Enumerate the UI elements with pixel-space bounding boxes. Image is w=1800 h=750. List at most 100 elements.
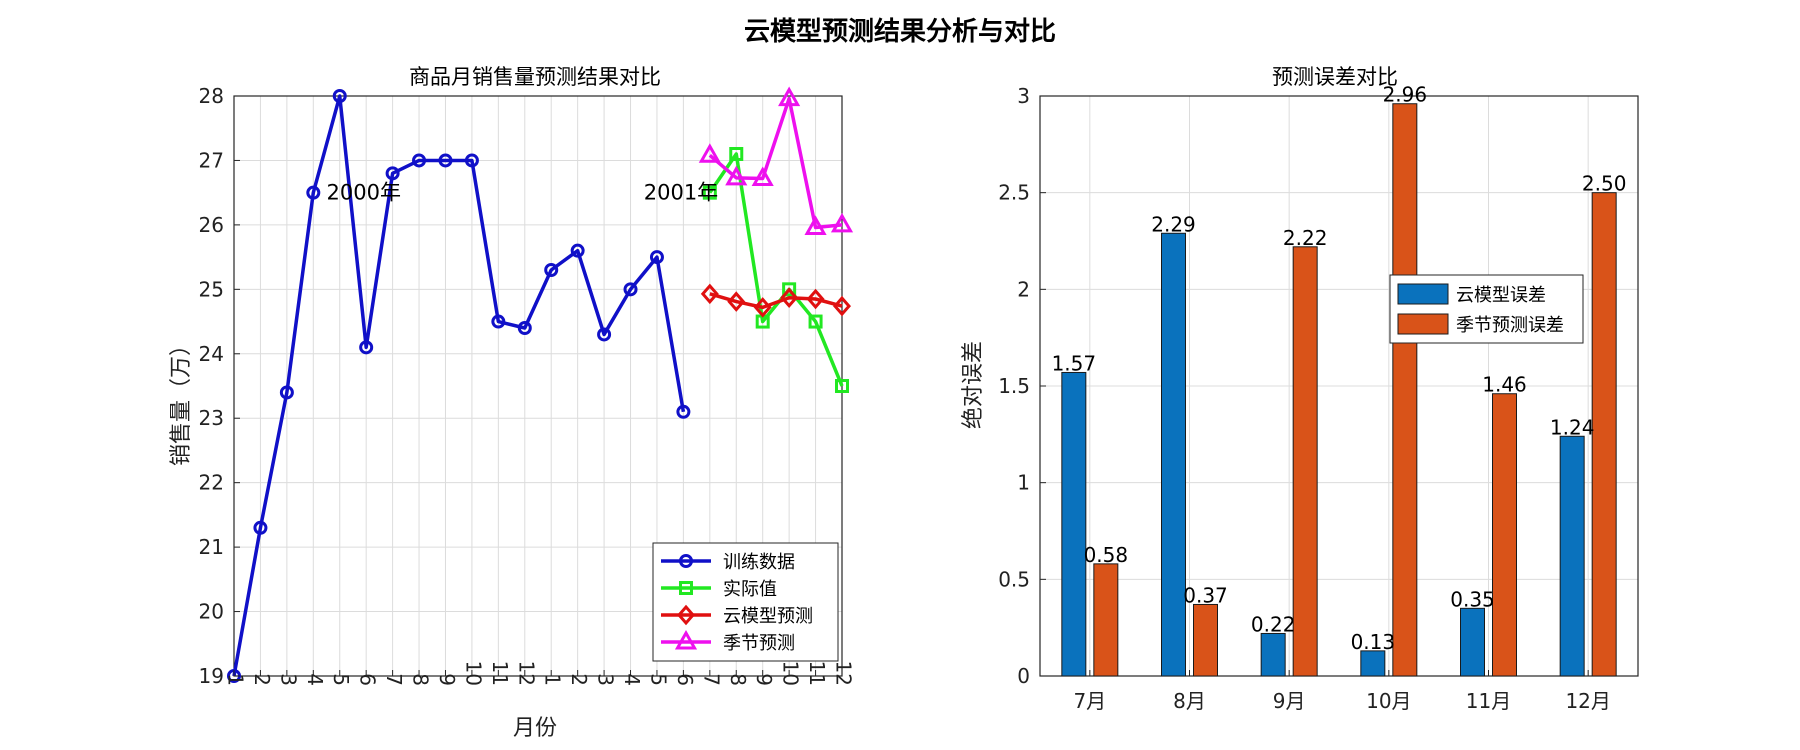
line-chart-xtick-label: 2: [567, 673, 591, 686]
legend-marker-swatch: [679, 554, 693, 568]
line-chart-xtick-label: 9: [435, 673, 459, 686]
bar-series-2-bar: [1591, 192, 1617, 677]
line-series-1-point: [306, 185, 321, 200]
bar-chart-ylabel: 绝对误差: [961, 341, 986, 429]
line-chart-ytick-label: 19: [199, 664, 224, 688]
bar-series-1-bar: [1559, 435, 1585, 677]
line-series-2: [708, 152, 844, 387]
legend-bar-swatch: [1397, 283, 1449, 305]
line-chart-series: [227, 86, 854, 683]
line-chart-ytick-label: 26: [199, 213, 224, 237]
line-series-3-point: [806, 288, 825, 310]
legend-entry-label: 训练数据: [723, 552, 795, 573]
line-chart-ytick-label: 24: [199, 342, 224, 366]
line-chart-xtick-label: 2: [250, 673, 274, 686]
legend-entry-label: 季节预测误差: [1456, 315, 1564, 336]
line-series-4-point: [751, 166, 774, 186]
bar-chart-title: 预测误差对比: [1272, 65, 1398, 89]
line-series-1-point: [332, 89, 347, 103]
line-chart-xtick-label: 7: [382, 673, 406, 686]
line-chart-xtick-label: 7: [699, 673, 723, 686]
line-chart-xtick-label: 8: [726, 673, 750, 686]
line-series-1-point: [385, 166, 400, 181]
line-series-1-point: [597, 327, 612, 342]
line-chart-ytick-label: 20: [199, 600, 224, 624]
bar-series-1-bar: [1360, 650, 1386, 677]
line-chart-xtick-label: 6: [356, 673, 380, 686]
line-chart-sales: 商品月销售量预测结果对比 月份 销售量（万） 19202122232425262…: [169, 65, 856, 741]
bar-series-1-bar: [1260, 632, 1286, 677]
bar-chart-ytick-label: 0.5: [998, 567, 1030, 591]
bar-chart-xtick-label: 9月: [1273, 689, 1306, 713]
line-chart-annotations: 2000年 2001年: [327, 181, 719, 205]
line-series-1-point: [359, 340, 374, 355]
bar-series-2-bar: [1292, 246, 1318, 677]
line-chart-annotation: 2001年: [644, 181, 718, 205]
line-series-1: [232, 94, 686, 677]
legend-entry-label: 云模型预测: [723, 606, 813, 627]
line-series-3-point: [753, 297, 772, 318]
line-series-1-point: [570, 243, 585, 258]
line-chart-xtick-label: 6: [673, 673, 697, 686]
bar-chart-grid: [1039, 95, 1639, 677]
line-series-3-point: [833, 295, 851, 317]
bar-chart-bars: [1061, 103, 1617, 677]
line-chart-xtick-label: 8: [409, 673, 433, 686]
line-chart-title: 商品月销售量预测结果对比: [409, 65, 661, 89]
line-chart-ytick-label: 22: [199, 471, 224, 495]
line-chart-xtick-label: 3: [276, 673, 300, 686]
line-chart-xtick-label: 10: [461, 661, 485, 686]
bar-chart-ytick-label: 1.5: [998, 374, 1030, 398]
line-series-4-point: [725, 165, 748, 186]
bar-data-label: 1.24: [1550, 415, 1595, 439]
line-chart-ytick-label: 28: [199, 84, 224, 108]
line-series-1-point: [676, 404, 691, 419]
line-series-1-point: [491, 314, 506, 329]
line-chart-ytick-label: 23: [199, 406, 224, 430]
legend-marker-swatch: [674, 629, 698, 650]
legend-entry-label: 季节预测: [723, 633, 795, 654]
line-series-4-point: [698, 143, 721, 163]
bar-series-1-bar: [1161, 232, 1186, 677]
bar-data-label: 1.46: [1482, 373, 1527, 397]
line-chart-xtick-label: 11: [805, 661, 829, 686]
line-series-1-point: [253, 520, 268, 535]
bar-chart-xtick-label: 11月: [1466, 689, 1511, 713]
line-chart-ytick-label: 21: [199, 535, 224, 559]
legend-entry-label: 实际值: [723, 579, 777, 600]
legend-marker-swatch: [679, 581, 693, 595]
bar-data-label: 0.58: [1084, 543, 1129, 567]
line-chart-xtick-label: 1: [224, 673, 248, 686]
bar-data-label: 0.37: [1183, 583, 1228, 607]
line-chart-xtick-label: 12: [514, 661, 538, 686]
line-chart-xtick-label: 1: [541, 673, 565, 686]
line-series-3-point: [727, 291, 746, 312]
line-chart-ytick-label: 25: [199, 277, 224, 301]
bar-series-2-bar: [1093, 563, 1119, 677]
line-series-2-point: [835, 379, 849, 393]
line-series-1-point: [517, 321, 532, 335]
bar-chart-data-labels: 1.57 2.29 0.22 0.13 0.35 1.24 0.58 0.37 2.22 2.96…: [1052, 83, 1627, 654]
bar-chart-xtick-label: 8月: [1173, 689, 1206, 713]
line-series-1-point: [438, 153, 453, 168]
bar-chart-ytick-label: 1: [1017, 471, 1030, 495]
line-chart-annotation: 2000年: [327, 181, 401, 205]
bar-series-2-bar: [1193, 603, 1218, 677]
bar-series-2-bar: [1392, 103, 1418, 677]
line-series-1-point: [279, 385, 294, 400]
bar-chart-errors: 预测误差对比 绝对误差 7月 8月 9月 10月 11月 12月 0 0.5 1 1.5 2 2.5 3…: [961, 65, 1639, 713]
bar-series-1-bar: [1460, 607, 1485, 677]
bar-chart-xtick-label: 10月: [1366, 689, 1411, 713]
line-chart-xtick-label: 3: [594, 673, 618, 686]
line-chart-xtick-label: 12: [832, 661, 856, 686]
line-series-2-point: [729, 147, 744, 161]
line-chart-xtick-label: 4: [303, 673, 327, 686]
bar-data-label: 2.22: [1283, 226, 1328, 250]
line-series-4-point: [830, 212, 854, 233]
line-series-4-point: [804, 215, 827, 235]
line-chart-xtick-label: 5: [329, 673, 353, 686]
line-series-1-point: [623, 282, 638, 297]
bar-chart-ytick-label: 3: [1017, 84, 1030, 108]
